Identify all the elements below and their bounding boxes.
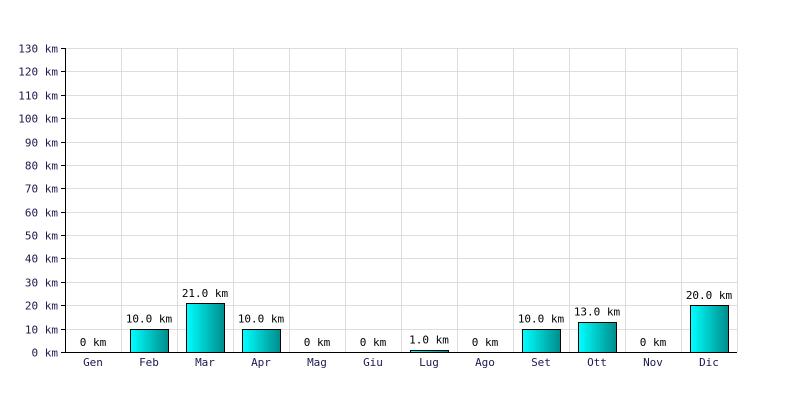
data-label: 0 km	[80, 336, 107, 349]
data-label: 0 km	[472, 336, 499, 349]
x-tick-label: Ago	[475, 356, 495, 369]
data-label: 13.0 km	[574, 306, 621, 319]
x-tick-label: Feb	[139, 356, 159, 369]
data-label: 21.0 km	[182, 287, 229, 300]
x-tick-label: Set	[531, 356, 551, 369]
x-tick-label: Apr	[251, 356, 271, 369]
bar-mar	[186, 303, 225, 353]
x-tick-label: Mar	[195, 356, 215, 369]
bar-apr	[242, 329, 281, 353]
data-label: 10.0 km	[518, 313, 565, 326]
y-tick-label: 90 km	[25, 137, 58, 150]
y-tick-label: 50 km	[25, 230, 58, 243]
y-tick-label: 80 km	[25, 160, 58, 173]
y-tick-label: 60 km	[25, 207, 58, 220]
y-tick-label: 110 km	[18, 90, 58, 103]
x-tick-label: Nov	[643, 356, 663, 369]
x-tick-label: Ott	[587, 356, 607, 369]
x-tick-label: Dic	[699, 356, 719, 369]
y-tick-label: 100 km	[18, 113, 58, 126]
data-label: 20.0 km	[686, 289, 733, 302]
data-label: 1.0 km	[409, 334, 449, 347]
bar-dic	[690, 305, 729, 353]
y-tick-label: 40 km	[25, 253, 58, 266]
x-tick-label: Mag	[307, 356, 327, 369]
data-label: 10.0 km	[126, 313, 173, 326]
y-tick-label: 30 km	[25, 277, 58, 290]
x-tick-label: Lug	[419, 356, 439, 369]
data-label: 0 km	[304, 336, 331, 349]
x-tick-label: Giu	[363, 356, 383, 369]
y-tick-label: 70 km	[25, 183, 58, 196]
y-tick-label: 20 km	[25, 300, 58, 313]
data-label: 10.0 km	[238, 313, 285, 326]
x-tick-label: Gen	[83, 356, 103, 369]
axes	[61, 48, 737, 353]
labels: 0 km 10 km 20 km 30 km 40 km 50 km 60 km 70 km 8…	[18, 43, 732, 370]
bar-feb	[130, 329, 169, 353]
data-label: 0 km	[640, 336, 667, 349]
y-tick-label: 130 km	[18, 43, 58, 56]
bar-set	[522, 329, 561, 353]
y-tick-label: 0 km	[32, 347, 59, 360]
bars	[130, 303, 729, 353]
y-tick-label: 120 km	[18, 66, 58, 79]
bar-ott	[578, 322, 617, 353]
grid	[65, 48, 738, 352]
data-label: 0 km	[360, 336, 387, 349]
y-tick-label: 10 km	[25, 324, 58, 337]
